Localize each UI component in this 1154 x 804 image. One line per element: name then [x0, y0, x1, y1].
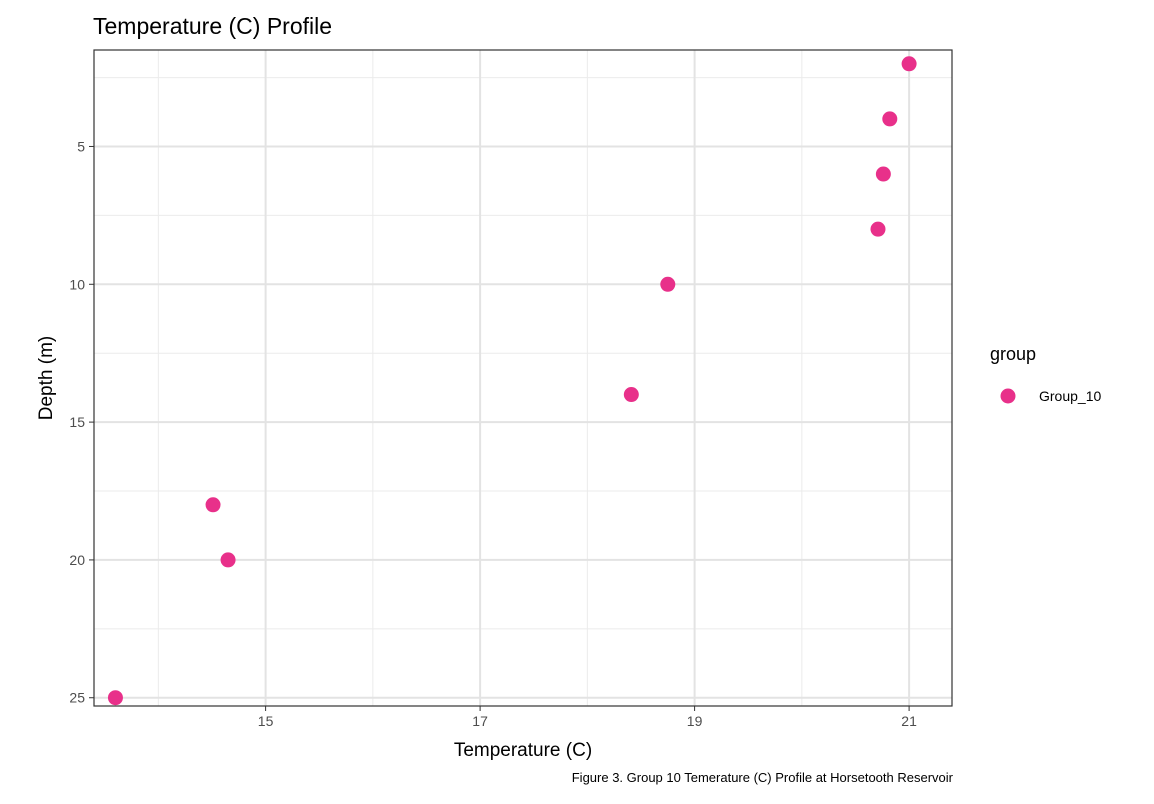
data-point [205, 497, 221, 513]
data-points [107, 56, 917, 706]
minor-gridlines [94, 50, 952, 706]
data-point [660, 276, 676, 292]
y-tick-label: 15 [69, 414, 85, 430]
data-point [220, 552, 236, 568]
x-tick-label: 19 [687, 713, 703, 729]
y-tick-label: 5 [77, 138, 85, 154]
major-gridlines [94, 50, 952, 706]
legend-key [1000, 388, 1016, 404]
data-point [875, 166, 891, 182]
figure-caption: Figure 3. Group 10 Temerature (C) Profil… [572, 770, 954, 785]
y-axis: 5 10 15 20 25 [69, 138, 94, 706]
legend-items: Group_10 [1000, 388, 1101, 404]
data-point [882, 111, 898, 127]
legend-label: Group_10 [1039, 388, 1101, 404]
legend: group Group_10 [990, 344, 1101, 404]
data-point [107, 690, 123, 706]
x-tick-label: 21 [901, 713, 917, 729]
data-point [901, 56, 917, 72]
chart-title: Temperature (C) Profile [93, 13, 332, 39]
plot-border [93, 49, 953, 707]
y-axis-title: Depth (m) [36, 336, 57, 420]
data-point [870, 221, 886, 237]
x-tick-label: 15 [258, 713, 274, 729]
x-axis-title: Temperature (C) [454, 740, 592, 761]
y-tick-label: 25 [69, 690, 85, 706]
y-tick-label: 20 [69, 552, 85, 568]
legend-title: group [990, 344, 1036, 364]
x-tick-label: 17 [472, 713, 488, 729]
y-tick-label: 10 [69, 276, 85, 292]
plot-area [93, 49, 953, 707]
plot-panel [94, 50, 952, 706]
x-axis: 15 17 19 21 [258, 706, 917, 729]
data-point [623, 387, 639, 403]
